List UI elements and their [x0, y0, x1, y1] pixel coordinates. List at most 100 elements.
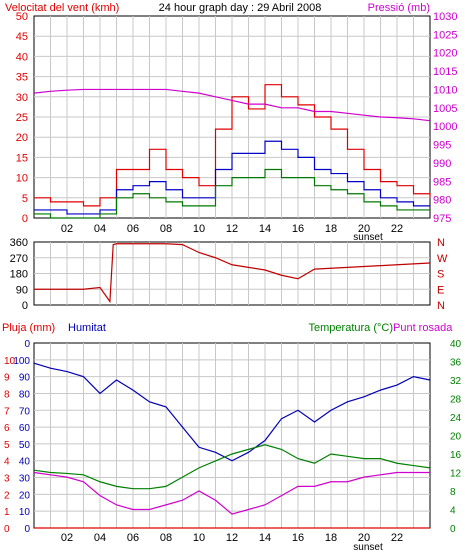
rain-tick-label: 1	[4, 507, 10, 518]
rain-tick-label: 3	[4, 474, 10, 485]
x-tick-label: 10	[193, 532, 205, 544]
series-line-pressure	[33, 88, 431, 122]
humidity-tick-label: 80	[19, 389, 31, 400]
wind-tick-label: 45	[16, 31, 28, 43]
humidity-tick-label: 60	[19, 423, 31, 434]
temperature-tick-label: 24	[450, 413, 462, 424]
temperature-tick-label: 12	[450, 469, 462, 480]
series-line-dewpoint	[33, 471, 430, 515]
temperature-tick-label: 36	[450, 358, 462, 369]
x-tick-label: 16	[292, 223, 304, 235]
direction-tick-label: 180	[10, 269, 28, 281]
humidity-tick-label: 20	[19, 490, 31, 501]
temperature-tick-label: 32	[450, 376, 462, 387]
temperature-tick-label: 16	[450, 450, 462, 461]
humidity-tick-label: 0	[24, 524, 30, 535]
x-tick-label: 20	[358, 223, 370, 235]
series-line-gust	[34, 84, 431, 207]
series-line-humidity	[33, 362, 431, 462]
humidity-axis-label: Humitat	[68, 322, 106, 334]
compass-label: W	[437, 253, 448, 265]
temperature-tick-label: 0	[450, 524, 456, 535]
compass-label: N	[437, 237, 445, 249]
x-tick-label: 04	[94, 532, 106, 544]
wind-tick-label: 25	[16, 112, 28, 124]
x-tick-label: 18	[325, 223, 337, 235]
rain-tick-label: 10	[4, 356, 16, 367]
humidity-tick-label: 30	[19, 474, 31, 485]
wind-tick-label: 50	[16, 11, 28, 23]
x-tick-label: 20	[358, 532, 370, 544]
humidity-tick-label: 90	[19, 373, 31, 384]
sunset-label: sunset	[353, 542, 383, 553]
pressure-tick-label: 1005	[433, 103, 457, 115]
pressure-tick-label: 1020	[433, 48, 457, 60]
x-tick-label: 12	[226, 223, 238, 235]
wind-tick-label: 15	[16, 152, 28, 164]
wind-tick-label: 20	[16, 132, 28, 144]
series-line-low	[34, 168, 430, 219]
x-tick-label: 06	[127, 223, 139, 235]
pressure-tick-label: 985	[433, 176, 451, 188]
temperature-tick-label: 4	[450, 506, 456, 517]
wind-tick-label: 35	[16, 72, 28, 84]
x-tick-label: 12	[226, 532, 238, 544]
compass-label: N	[437, 300, 445, 312]
pressure-axis-label: Pressió (mb)	[368, 2, 430, 14]
x-tick-label: 06	[127, 532, 139, 544]
pressure-tick-label: 1030	[433, 11, 457, 23]
humidity-tick-label: 0	[24, 339, 30, 350]
humidity-tick-label: 50	[19, 440, 31, 451]
humidity-tick-label: 100	[13, 356, 30, 367]
wind-tick-label: 0	[22, 213, 28, 225]
x-tick-label: 14	[259, 223, 271, 235]
direction-tick-label: 360	[10, 237, 28, 249]
sunset-label: sunset	[353, 232, 383, 243]
wind-tick-label: 40	[16, 51, 28, 63]
direction-tick-label: 90	[16, 284, 28, 296]
pressure-tick-label: 975	[433, 213, 451, 225]
series-line-temperature	[33, 444, 431, 490]
wind-speed-axis-label: Velocitat del vent (kmh)	[5, 2, 119, 14]
x-tick-label: 14	[259, 532, 271, 544]
direction-tick-label: 0	[22, 300, 28, 312]
rain-tick-label: 6	[4, 423, 10, 434]
x-tick-label: 18	[325, 532, 337, 544]
temperature-tick-label: 20	[450, 432, 462, 443]
pressure-tick-label: 1000	[433, 121, 457, 133]
compass-label: E	[437, 284, 444, 296]
rain-tick-label: 7	[4, 406, 10, 417]
rain-tick-label: 5	[4, 440, 10, 451]
temperature-tick-label: 28	[450, 395, 462, 406]
pressure-tick-label: 995	[433, 140, 451, 152]
x-tick-label: 04	[94, 223, 106, 235]
pressure-tick-label: 980	[433, 195, 451, 207]
x-tick-label: 22	[391, 532, 403, 544]
rain-axis-label: Pluja (mm)	[2, 322, 55, 334]
x-tick-label: 02	[61, 223, 73, 235]
rain-tick-label: 2	[4, 490, 10, 501]
pressure-tick-label: 1015	[433, 66, 457, 78]
x-tick-label: 02	[61, 532, 73, 544]
rain-tick-label: 4	[4, 457, 10, 468]
chart-series	[33, 84, 431, 529]
wind-tick-label: 10	[16, 173, 28, 185]
rain-tick-label: 8	[4, 389, 10, 400]
rain-tick-label: 0	[4, 524, 10, 535]
graph-title: 24 hour graph day : 29 Abril 2008	[159, 2, 322, 14]
humidity-tick-label: 40	[19, 457, 31, 468]
temperature-tick-label: 40	[450, 339, 462, 350]
dewpoint-axis-label: Punt rosada	[393, 322, 453, 334]
pressure-tick-label: 1010	[433, 84, 457, 96]
temperature-tick-label: 8	[450, 487, 456, 498]
x-tick-label: 16	[292, 532, 304, 544]
x-tick-label: 22	[391, 223, 403, 235]
series-line-direction	[34, 243, 431, 304]
wind-tick-label: 5	[22, 193, 28, 205]
grid-lines	[34, 16, 430, 528]
temperature-axis-label: Temperatura (°C)	[309, 322, 393, 334]
tick-labels: 0202040406060808101012121414161618182020…	[4, 11, 462, 544]
humidity-tick-label: 10	[19, 507, 31, 518]
